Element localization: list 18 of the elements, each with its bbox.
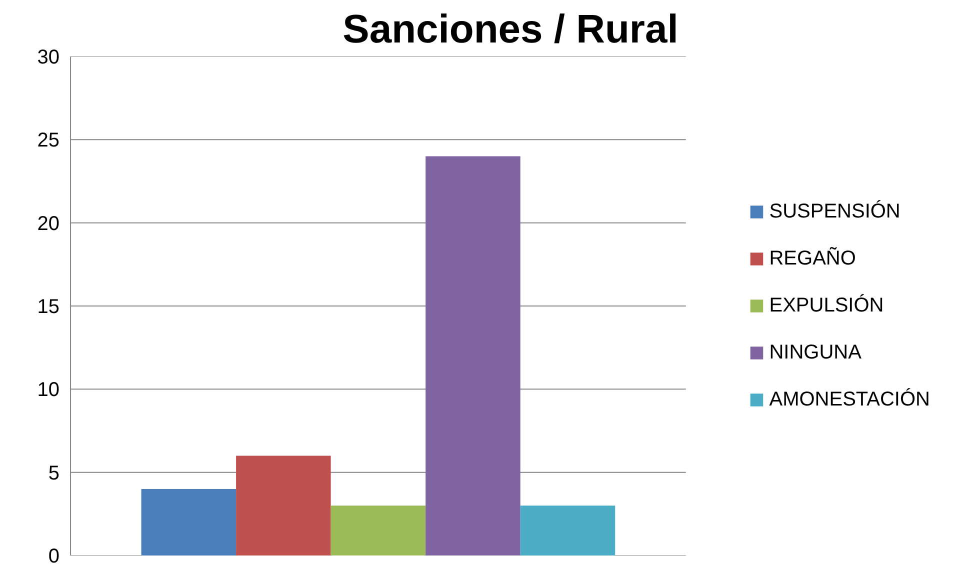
legend-label: NINGUNA: [769, 341, 862, 364]
bar: [426, 156, 520, 556]
y-tick-label: 30: [37, 46, 60, 68]
bar: [236, 456, 331, 556]
y-tick-label: 5: [48, 462, 60, 484]
legend-label: EXPULSIÓN: [769, 294, 884, 317]
y-tick-label: 10: [37, 379, 60, 402]
bar: [520, 506, 616, 556]
y-tick-label: 20: [37, 212, 60, 235]
y-tick-label: 25: [37, 130, 60, 152]
bar: [330, 506, 426, 556]
y-tick-label: 0: [48, 546, 60, 568]
y-tick-label: 15: [37, 296, 60, 318]
legend-label: SUSPENSIÓN: [769, 200, 900, 223]
bar: [141, 488, 236, 556]
legend-label: REGAÑO: [769, 247, 856, 270]
legend-label: AMONESTACIÓN: [769, 388, 930, 411]
chart-title: Sanciones / Rural: [342, 8, 678, 52]
